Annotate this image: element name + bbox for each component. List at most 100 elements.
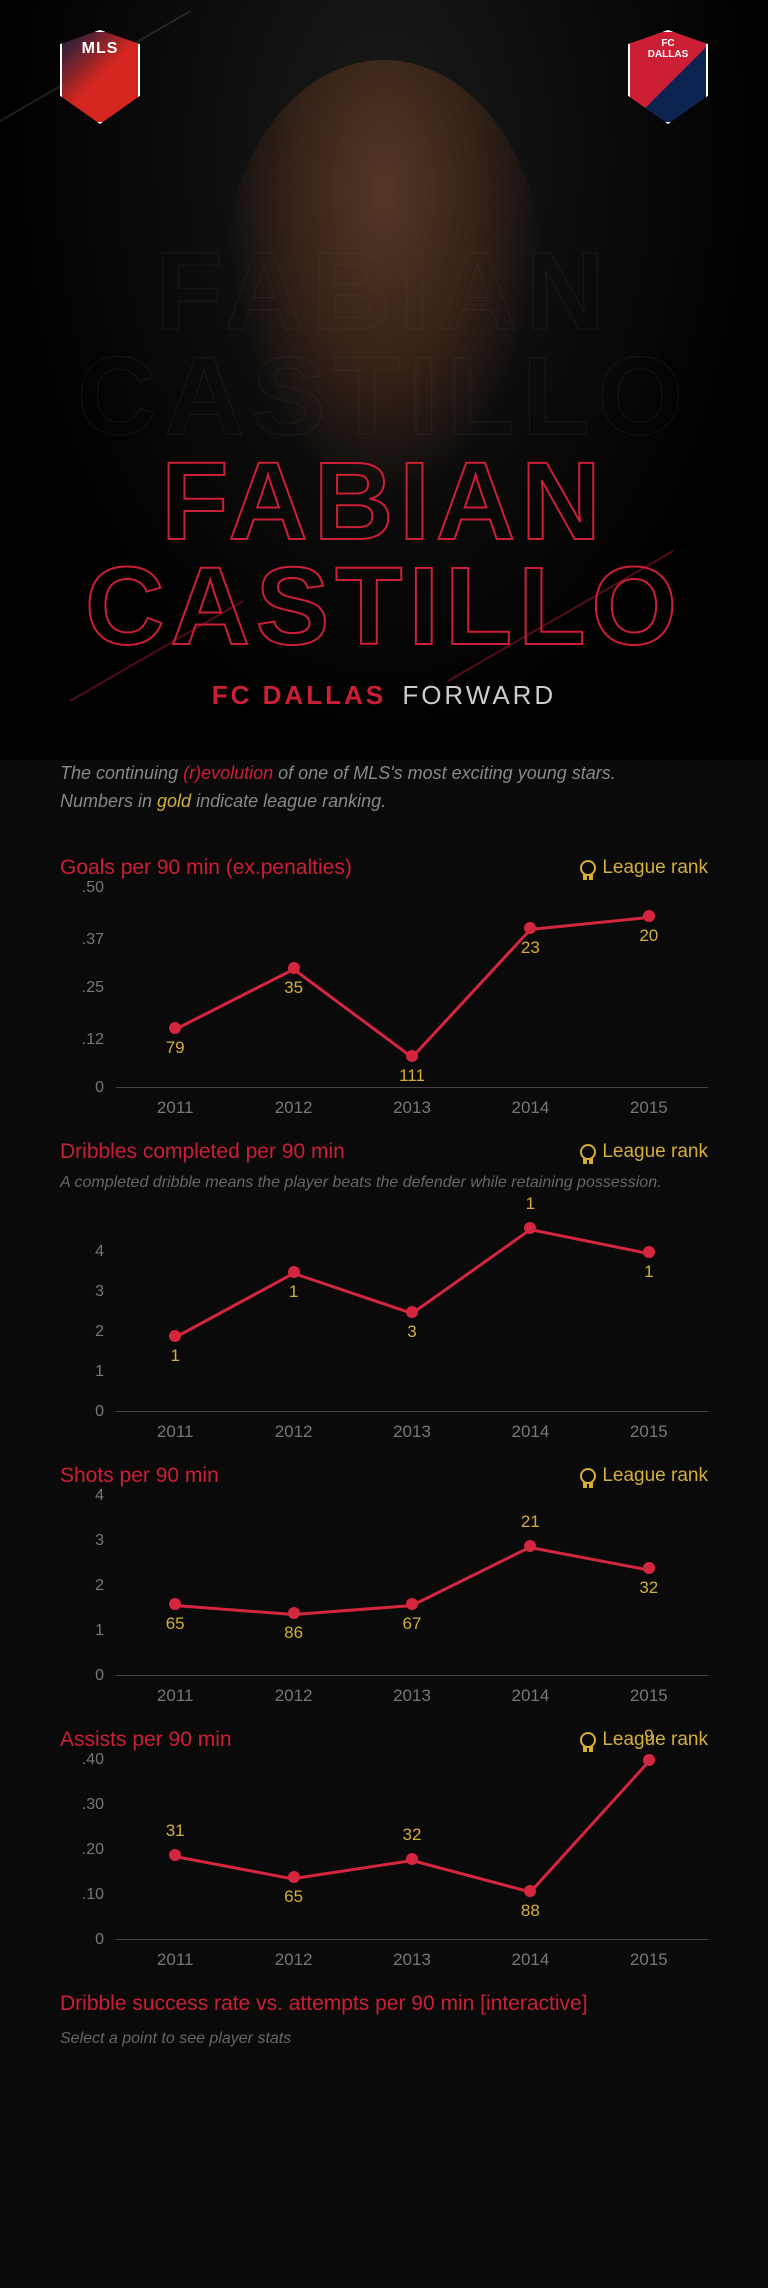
- rank-label: 20: [639, 926, 658, 946]
- y-tick-label: .50: [60, 879, 104, 897]
- league-rank-legend: League rank: [580, 1465, 708, 1487]
- player-last-name: CASTILLO: [0, 555, 768, 660]
- y-tick-label: 0: [60, 1931, 104, 1949]
- plot-area: 11311: [116, 1212, 708, 1412]
- x-tick-label: 2013: [353, 1686, 471, 1706]
- line-segment: [175, 968, 295, 1031]
- y-tick-label: .20: [60, 1841, 104, 1859]
- hero: MLS FC DALLAS FABIAN CASTILLO FABIAN CAS…: [0, 0, 768, 760]
- fcdallas-logo: FC DALLAS: [628, 30, 708, 124]
- y-tick-label: .37: [60, 931, 104, 949]
- mls-logo-text: MLS: [82, 40, 119, 58]
- medal-icon: [580, 1732, 596, 1748]
- line-segment: [411, 1546, 531, 1607]
- player-name-ghost: FABIAN CASTILLO: [0, 240, 768, 449]
- line-segment: [529, 1761, 650, 1894]
- chart-dribbles: Dribbles completed per 90 minLeague rank…: [0, 1118, 768, 1442]
- x-tick-label: 2015: [590, 1098, 708, 1118]
- x-tick-label: 2013: [353, 1422, 471, 1442]
- y-tick-label: 3: [60, 1283, 104, 1301]
- x-axis: 20112012201320142015: [116, 1422, 708, 1442]
- data-point[interactable]: [406, 1598, 418, 1610]
- chart-shots: Shots per 90 minLeague rank0123465866721…: [0, 1442, 768, 1706]
- y-tick-label: .40: [60, 1751, 104, 1769]
- data-point[interactable]: [288, 1266, 300, 1278]
- line-segment: [175, 1604, 294, 1616]
- chart-assists: Assists per 90 minLeague rank0.10.20.30.…: [0, 1706, 768, 1970]
- x-tick-label: 2011: [116, 1686, 234, 1706]
- chart-title: Dribbles completed per 90 min: [60, 1140, 345, 1164]
- data-point[interactable]: [406, 1306, 418, 1318]
- y-tick-label: .30: [60, 1796, 104, 1814]
- rank-label: 67: [403, 1614, 422, 1634]
- y-tick-label: 2: [60, 1323, 104, 1341]
- y-tick-label: 3: [60, 1532, 104, 1550]
- rank-label: 86: [284, 1623, 303, 1643]
- data-point[interactable]: [406, 1050, 418, 1062]
- line-segment: [530, 1228, 649, 1255]
- plot-area: 6586672132: [116, 1496, 708, 1676]
- chart-title: Assists per 90 min: [60, 1728, 232, 1752]
- chart-area: 0.10.20.30.40316532889: [60, 1760, 708, 1940]
- x-tick-label: 2012: [234, 1686, 352, 1706]
- x-axis: 20112012201320142015: [116, 1950, 708, 1970]
- data-point[interactable]: [288, 962, 300, 974]
- data-point[interactable]: [524, 1540, 536, 1552]
- x-tick-label: 2014: [471, 1098, 589, 1118]
- line-segment: [411, 1228, 531, 1314]
- x-tick-label: 2012: [234, 1098, 352, 1118]
- x-tick-label: 2012: [234, 1422, 352, 1442]
- line-segment: [175, 1855, 294, 1880]
- x-tick-label: 2015: [590, 1422, 708, 1442]
- data-point[interactable]: [524, 922, 536, 934]
- data-point[interactable]: [524, 1885, 536, 1897]
- chart-goals: Goals per 90 min (ex.penalties)League ra…: [0, 834, 768, 1118]
- line-segment: [293, 1604, 412, 1616]
- data-point[interactable]: [524, 1222, 536, 1234]
- x-tick-label: 2014: [471, 1950, 589, 1970]
- chart-area: 0123411311: [60, 1212, 708, 1412]
- data-point[interactable]: [643, 1754, 655, 1766]
- rank-label: 35: [284, 978, 303, 998]
- player-first-name: FABIAN: [0, 450, 768, 555]
- data-point[interactable]: [169, 1598, 181, 1610]
- y-tick-label: 2: [60, 1577, 104, 1595]
- fcdallas-shield-icon: FC DALLAS: [628, 30, 708, 124]
- rank-label: 1: [289, 1282, 298, 1302]
- data-point[interactable]: [169, 1330, 181, 1342]
- x-tick-label: 2015: [590, 1950, 708, 1970]
- rank-label: 1: [170, 1346, 179, 1366]
- data-point[interactable]: [288, 1607, 300, 1619]
- data-point[interactable]: [643, 1562, 655, 1574]
- rank-label: 31: [166, 1821, 185, 1841]
- y-tick-label: 4: [60, 1243, 104, 1261]
- line-segment: [293, 968, 413, 1058]
- rank-label: 9: [644, 1726, 653, 1746]
- interactive-instruction: Select a point to see player stats: [0, 2024, 768, 2078]
- plot-area: 316532889: [116, 1760, 708, 1940]
- rank-label: 3: [407, 1322, 416, 1342]
- interactive-title: Dribble success rate vs. attempts per 90…: [60, 1992, 588, 2016]
- y-tick-label: .10: [60, 1886, 104, 1904]
- data-point[interactable]: [169, 1022, 181, 1034]
- league-rank-legend: League rank: [580, 857, 708, 879]
- line-segment: [412, 1859, 531, 1893]
- rank-label: 111: [399, 1066, 425, 1086]
- x-tick-label: 2015: [590, 1686, 708, 1706]
- x-tick-label: 2011: [116, 1950, 234, 1970]
- data-point[interactable]: [643, 910, 655, 922]
- player-position: FORWARD: [402, 680, 556, 710]
- player-team: FC DALLAS: [212, 680, 386, 710]
- data-point[interactable]: [643, 1246, 655, 1258]
- y-tick-label: 0: [60, 1667, 104, 1685]
- data-point[interactable]: [169, 1849, 181, 1861]
- fcdallas-logo-text: FC DALLAS: [648, 38, 689, 60]
- data-point[interactable]: [406, 1853, 418, 1865]
- intro-text: The continuing (r)evolution of one of ML…: [0, 760, 768, 834]
- line-segment: [293, 1859, 412, 1880]
- y-tick-label: 4: [60, 1487, 104, 1505]
- line-segment: [530, 1546, 649, 1571]
- logo-row: MLS FC DALLAS: [0, 30, 768, 124]
- data-point[interactable]: [288, 1871, 300, 1883]
- line-segment: [174, 1272, 294, 1339]
